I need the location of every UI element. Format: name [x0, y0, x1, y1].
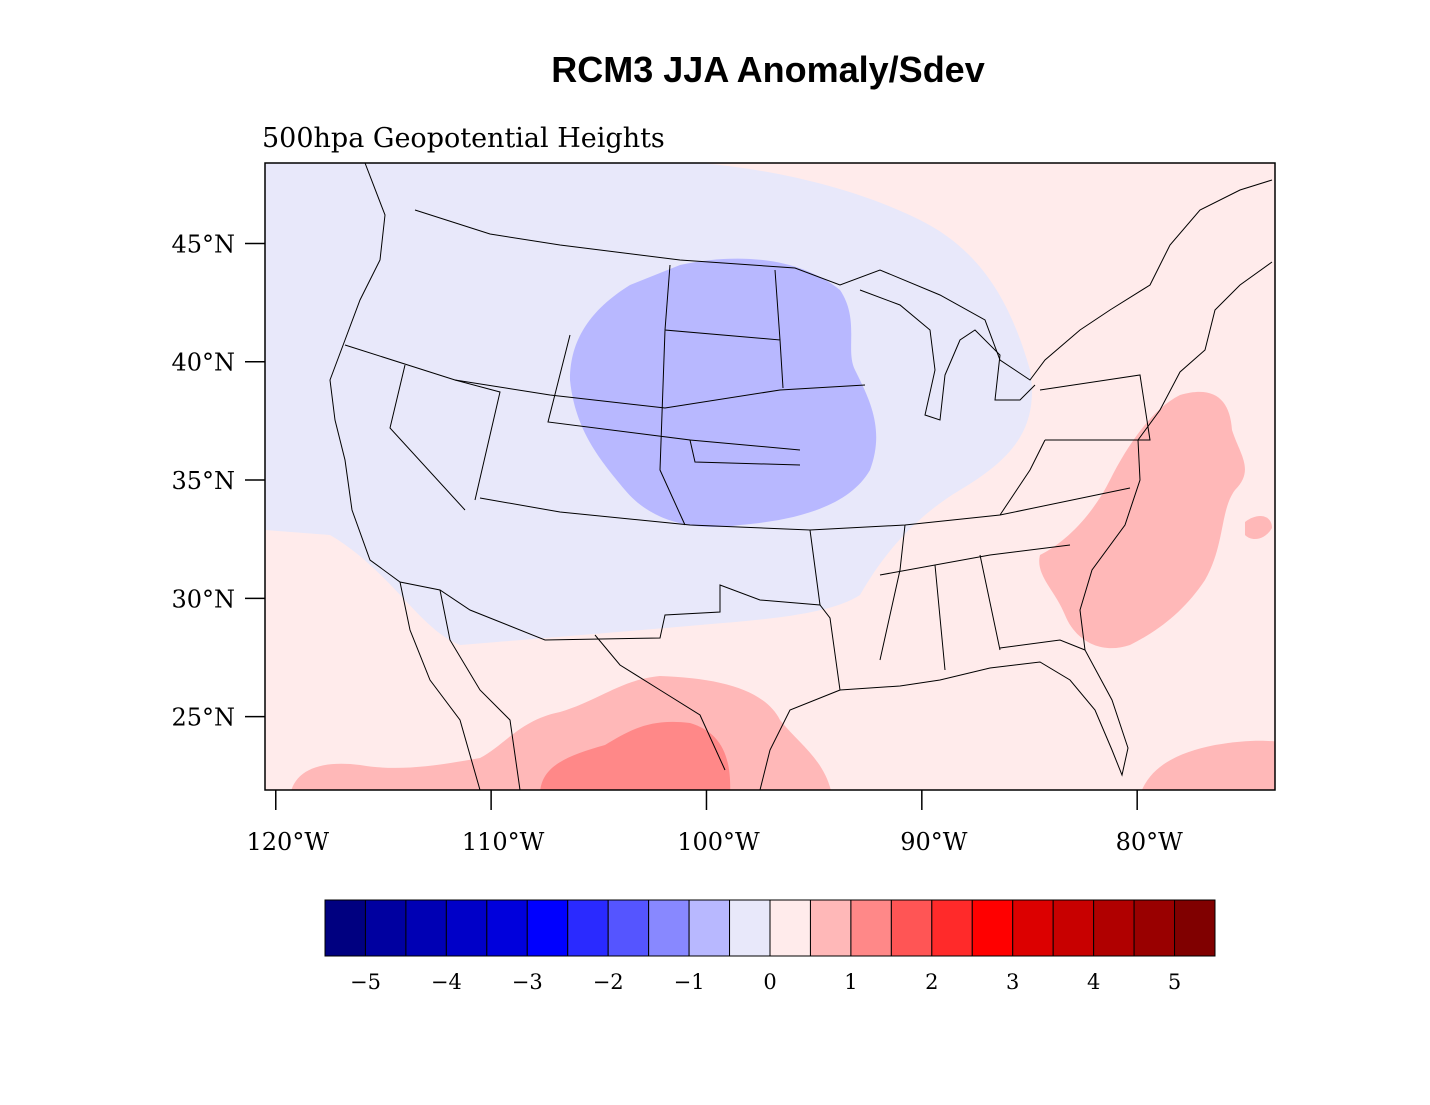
- shade-pos-1: [1142, 740, 1275, 790]
- y-tick-label: 25°N: [171, 704, 235, 732]
- colorbar-box: [445, 899, 488, 957]
- colorbar-box: [324, 899, 366, 957]
- colorbar-label: −2: [593, 970, 624, 994]
- colorbar-box: [1052, 899, 1095, 957]
- y-tick-label: 35°N: [171, 467, 235, 495]
- colorbar-box: [688, 899, 731, 957]
- shade-pos-1: [1039, 391, 1245, 649]
- shade-neg-1: [570, 258, 877, 527]
- colorbar-label: −5: [350, 970, 381, 994]
- state-borders: [344, 264, 1151, 671]
- colorbar-box: [486, 899, 528, 957]
- colorbar-box: [729, 899, 771, 957]
- x-tick-label: 90°W: [900, 828, 968, 856]
- y-tick-label: 40°N: [171, 349, 235, 377]
- colorbar-box: [1012, 899, 1054, 957]
- colorbar-box: [648, 899, 690, 957]
- axes: 45°N 40°N 35°N 30°N 25°N 120°W 110°W 100°W 90°W 8…: [171, 230, 1183, 856]
- title: RCM3 JJA Anomaly/Sdev: [551, 49, 984, 90]
- colorbar-label: 0: [763, 970, 776, 994]
- colorbar-box: [1093, 899, 1135, 957]
- colorbar-label: −3: [512, 970, 543, 994]
- colorbar-box: [931, 899, 973, 957]
- colorbar-box: [971, 899, 1014, 957]
- colorbar-label: 3: [1006, 970, 1019, 994]
- colorbar-label: 2: [925, 970, 938, 994]
- colorbar-box: [567, 899, 609, 957]
- subtitle: 500hpa Geopotential Heights: [262, 123, 665, 154]
- colorbar-box: [405, 899, 447, 957]
- colorbar-box: [1174, 899, 1216, 957]
- colorbar-label: 1: [844, 970, 857, 994]
- shade-pos-1: [1245, 516, 1272, 540]
- y-tick-label: 30°N: [171, 585, 235, 613]
- colorbar-box: [769, 899, 811, 957]
- y-tick-label: 45°N: [171, 230, 235, 258]
- colorbar-label: −1: [674, 970, 705, 994]
- colorbar-label: 4: [1087, 970, 1100, 994]
- colorbar: −5 −4 −3 −2 −1 0 1 2 3 4 5: [324, 899, 1216, 994]
- colorbar-box: [1133, 899, 1176, 957]
- colorbar-box: [850, 899, 892, 957]
- x-tick-label: 120°W: [247, 828, 330, 856]
- colorbar-label: 5: [1168, 970, 1181, 994]
- colorbar-box: [526, 899, 569, 957]
- colorbar-box: [607, 899, 650, 957]
- x-tick-label: 80°W: [1116, 828, 1184, 856]
- colorbar-box: [364, 899, 407, 957]
- x-tick-label: 100°W: [677, 828, 760, 856]
- map-frame: [264, 162, 1276, 791]
- map-field: [265, 163, 1275, 790]
- x-tick-label: 110°W: [462, 828, 545, 856]
- colorbar-label: −4: [431, 970, 462, 994]
- shade-pos-2: [540, 721, 731, 790]
- colorbar-box: [890, 899, 933, 957]
- colorbar-box: [809, 899, 852, 957]
